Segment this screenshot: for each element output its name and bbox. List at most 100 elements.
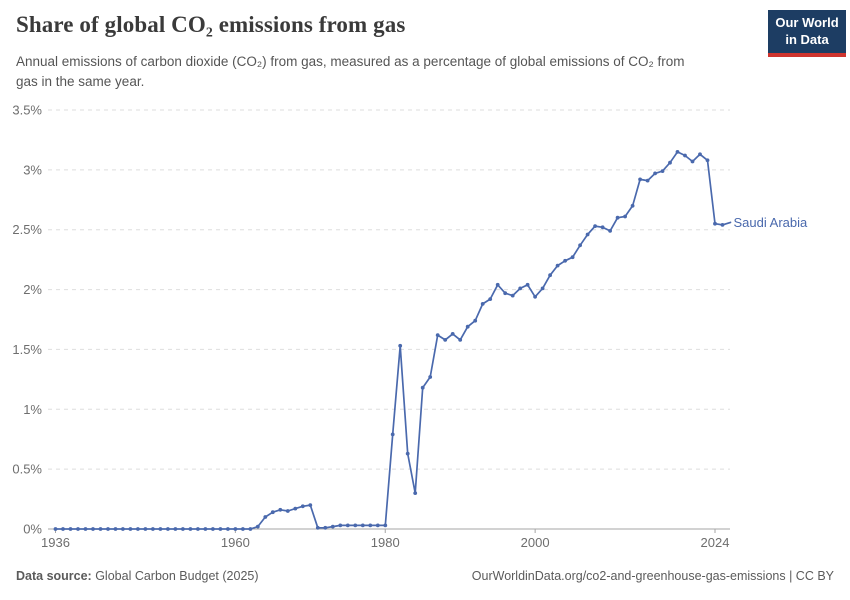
data-point[interactable] — [233, 527, 238, 531]
data-point[interactable] — [533, 294, 537, 299]
data-point[interactable] — [653, 171, 657, 176]
owid-logo[interactable]: Our World in Data — [768, 10, 846, 57]
data-point[interactable] — [690, 159, 695, 164]
data-point[interactable] — [615, 215, 620, 220]
data-point[interactable] — [368, 523, 373, 528]
data-point[interactable] — [158, 527, 163, 531]
data-point[interactable] — [495, 282, 500, 287]
data-point[interactable] — [555, 263, 560, 268]
data-point[interactable] — [390, 432, 395, 437]
data-point[interactable] — [323, 525, 328, 530]
y-tick-label: 1% — [23, 402, 42, 417]
data-point[interactable] — [345, 523, 350, 528]
data-point[interactable] — [383, 523, 388, 528]
data-point[interactable] — [398, 343, 403, 348]
data-point[interactable] — [578, 243, 582, 248]
data-point[interactable] — [375, 523, 380, 528]
data-point[interactable] — [593, 224, 597, 229]
data-point[interactable] — [151, 527, 155, 531]
data-point[interactable] — [435, 333, 440, 337]
data-point[interactable] — [83, 527, 88, 531]
x-tick-label: 2000 — [521, 535, 550, 550]
data-point[interactable] — [91, 527, 95, 531]
data-point[interactable] — [196, 527, 200, 531]
data-point[interactable] — [255, 524, 260, 529]
data-point[interactable] — [106, 527, 110, 531]
data-point[interactable] — [600, 225, 605, 230]
data-point[interactable] — [503, 291, 508, 296]
data-point[interactable] — [218, 527, 223, 531]
data-point[interactable] — [705, 158, 710, 163]
data-point[interactable] — [188, 527, 193, 531]
data-point[interactable] — [353, 523, 358, 528]
data-point[interactable] — [136, 527, 140, 531]
data-point[interactable] — [121, 527, 125, 531]
data-point[interactable] — [675, 150, 680, 154]
data-point[interactable] — [338, 523, 343, 528]
data-point[interactable] — [61, 527, 65, 531]
data-point[interactable] — [660, 169, 665, 174]
attribution-link[interactable]: OurWorldinData.org/co2-and-greenhouse-ga… — [471, 569, 834, 583]
data-point[interactable] — [203, 527, 208, 531]
data-point[interactable] — [278, 507, 283, 512]
data-point[interactable] — [668, 160, 672, 165]
data-point[interactable] — [525, 282, 530, 287]
data-point[interactable] — [510, 293, 515, 298]
data-point[interactable] — [585, 232, 590, 237]
data-point[interactable] — [608, 229, 612, 233]
data-point[interactable] — [285, 509, 290, 513]
y-tick-label: 3% — [23, 162, 42, 177]
data-point[interactable] — [683, 153, 687, 158]
data-point[interactable] — [360, 523, 365, 528]
data-point[interactable] — [226, 527, 230, 531]
data-point[interactable] — [166, 527, 170, 531]
data-point[interactable] — [211, 527, 215, 531]
data-point[interactable] — [405, 451, 410, 456]
data-point[interactable] — [270, 510, 275, 515]
data-point[interactable] — [428, 375, 433, 379]
data-point[interactable] — [315, 525, 320, 530]
data-point[interactable] — [68, 527, 73, 531]
x-tick-label: 1980 — [371, 535, 400, 550]
data-point[interactable] — [76, 527, 80, 531]
data-point[interactable] — [630, 203, 635, 208]
data-point[interactable] — [548, 273, 552, 278]
data-point[interactable] — [473, 318, 478, 323]
data-point[interactable] — [241, 527, 245, 531]
data-point[interactable] — [488, 297, 493, 301]
data-point[interactable] — [53, 527, 58, 531]
data-point[interactable] — [570, 255, 575, 260]
data-line[interactable] — [54, 151, 724, 530]
data-source: Data source: Global Carbon Budget (2025) — [16, 569, 259, 583]
data-point[interactable] — [623, 214, 627, 219]
data-point[interactable] — [128, 527, 133, 531]
data-point[interactable] — [645, 178, 650, 183]
data-point[interactable] — [443, 338, 448, 342]
data-point[interactable] — [638, 177, 642, 182]
data-point[interactable] — [713, 221, 717, 226]
data-point[interactable] — [420, 385, 425, 390]
data-point[interactable] — [698, 152, 702, 157]
data-point[interactable] — [263, 515, 268, 519]
series-label[interactable]: Saudi Arabia — [734, 215, 808, 230]
data-point[interactable] — [413, 491, 418, 495]
data-point[interactable] — [480, 302, 485, 306]
data-point[interactable] — [540, 286, 545, 291]
data-point[interactable] — [113, 527, 118, 531]
owid-logo-line2: in Data — [785, 31, 829, 47]
data-point[interactable] — [450, 332, 455, 336]
data-point[interactable] — [300, 504, 305, 509]
data-point[interactable] — [248, 527, 253, 531]
data-point[interactable] — [293, 506, 298, 511]
data-point[interactable] — [563, 258, 567, 263]
data-point[interactable] — [143, 527, 148, 531]
data-point[interactable] — [98, 527, 103, 531]
data-point[interactable] — [330, 524, 335, 529]
data-point[interactable] — [308, 503, 313, 507]
data-point[interactable] — [465, 324, 470, 329]
data-point[interactable] — [518, 286, 523, 291]
data-point[interactable] — [181, 527, 185, 531]
data-point[interactable] — [458, 338, 463, 342]
data-point[interactable] — [173, 527, 178, 531]
